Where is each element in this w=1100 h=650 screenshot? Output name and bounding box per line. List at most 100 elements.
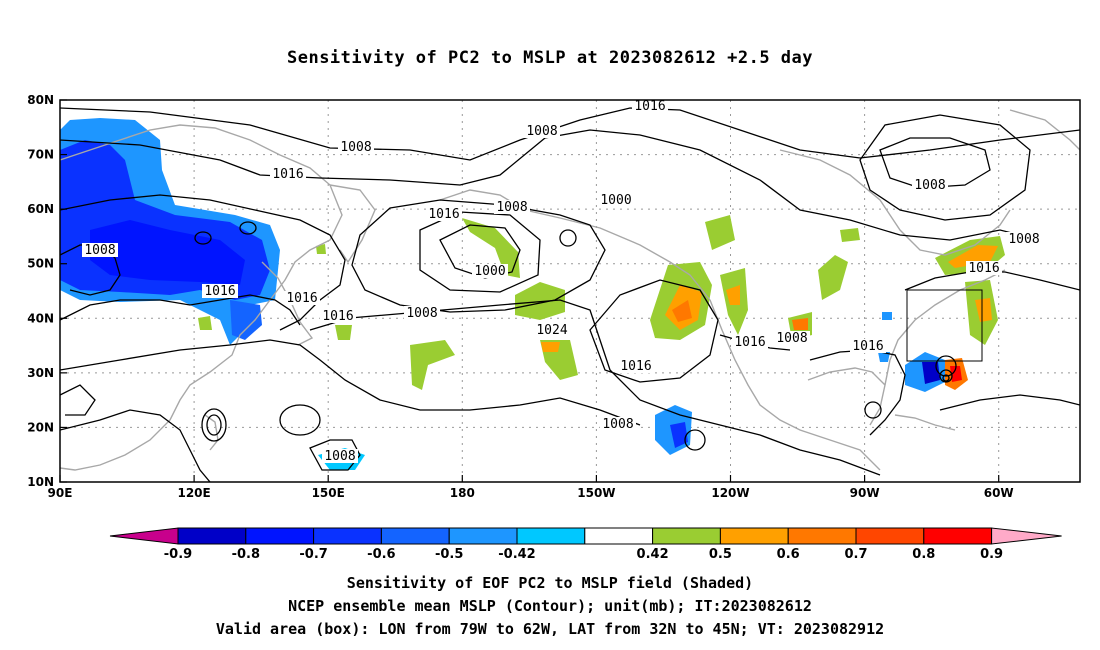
colorbar-swatch <box>313 527 382 545</box>
contour-label: 1008 <box>84 243 115 258</box>
contour-label-bg <box>426 207 462 221</box>
colorbar-label: 0.42 <box>637 547 669 562</box>
coast-gulf <box>807 367 886 426</box>
contour-label: 1016 <box>620 359 651 374</box>
shade-korea <box>198 316 212 330</box>
contour-1008-low-south <box>309 439 361 471</box>
contour-1008-labrador <box>859 114 1031 221</box>
contour-label: 1016 <box>286 291 317 306</box>
shade-atlantic-dipole-core <box>950 366 962 382</box>
contour-1000-bering <box>439 224 521 279</box>
colorbar-swatch <box>855 527 925 545</box>
contour-label-bg <box>850 339 886 353</box>
contour-label: 1000 <box>474 264 505 279</box>
lat-label: 60N <box>27 202 54 216</box>
shade-pacific-central <box>410 340 455 390</box>
contour-label: 1008 <box>406 306 437 321</box>
shade-nova-scotia-core <box>975 298 992 322</box>
coast-north-america <box>709 299 881 471</box>
contour-label-bg <box>338 140 374 154</box>
contour-philippines-low <box>201 408 227 442</box>
colorbar-swatch <box>923 527 993 545</box>
shade-hudson <box>840 228 860 242</box>
contour-label-bg <box>618 359 654 373</box>
contour-1008-west <box>60 294 301 326</box>
colorbar-label: -0.42 <box>498 547 535 562</box>
caption-shaded: Sensitivity of EOF PC2 to MSLP field (Sh… <box>346 574 754 592</box>
positive-sensitivity-shading <box>198 215 1005 390</box>
contour-vortex-ring3 <box>942 374 950 382</box>
contour-east-pacific-loop <box>684 429 706 451</box>
contour-label: 1008 <box>602 417 633 432</box>
lon-label: 90E <box>48 486 73 500</box>
colorbar-swatch <box>177 527 247 545</box>
colorbar-label: -0.9 <box>164 547 192 562</box>
contour-caribbean <box>939 394 1080 411</box>
contour-north-small <box>239 221 257 235</box>
contour-label: 1000 <box>600 193 631 208</box>
contour-1016-pacific-high <box>309 299 881 476</box>
contour-label: 1008 <box>496 200 527 215</box>
contour-label: 1016 <box>852 339 883 354</box>
colorbar-swatch <box>448 527 518 545</box>
contour-label: 1008 <box>914 178 945 193</box>
contour-label-bg <box>322 449 358 463</box>
contour-1000-labrador <box>879 137 991 189</box>
lon-label: 180 <box>450 486 475 500</box>
lon-label: 120W <box>711 486 749 500</box>
colorbar-label: -0.6 <box>367 547 395 562</box>
contour-label-bg <box>732 335 768 349</box>
contour-label: 1016 <box>968 261 999 276</box>
contour-west-small <box>194 231 212 245</box>
caption-valid-area: Valid area (box): LON from 79W to 62W, L… <box>215 620 885 638</box>
coastlines <box>60 109 1080 471</box>
contour-label: 1016 <box>428 207 459 222</box>
contour-label-bg <box>320 309 356 323</box>
coast-caribbean <box>894 414 956 431</box>
colorbar-label: 0.7 <box>844 547 867 562</box>
contour-label: 1008 <box>526 124 557 139</box>
lon-label: 150E <box>312 486 345 500</box>
contour-1024-high <box>589 279 719 383</box>
contour-label-bg <box>1006 232 1042 246</box>
lat-label: 80N <box>27 93 54 107</box>
valid-area-box <box>906 289 983 362</box>
coast-east-us <box>884 269 1006 386</box>
contour-pacific-south-loop <box>279 404 321 436</box>
colorbar-swatch <box>584 527 654 545</box>
shade-canada <box>818 255 848 300</box>
lon-label: 120E <box>177 486 210 500</box>
coast-greenland <box>1009 109 1080 151</box>
contour-bering-small <box>559 229 577 247</box>
lon-label: 150W <box>577 486 615 500</box>
colorbar-label: 0.6 <box>777 547 800 562</box>
coast-asia <box>60 124 343 471</box>
contour-label-bg <box>600 417 636 431</box>
plot-title: Sensitivity of PC2 to MSLP at 2023082612… <box>286 48 813 68</box>
caption-contour: NCEP ensemble mean MSLP (Contour); unit(… <box>288 597 812 615</box>
contour-1008-bering <box>419 211 541 293</box>
colorbar-label: 0.5 <box>709 547 732 562</box>
lat-label: 10N <box>27 475 54 489</box>
latitude-labels: 80N 70N 60N 50N 40N 30N 20N 10N <box>27 93 67 489</box>
contour-label-bg <box>912 178 948 192</box>
colorbar-label: -0.8 <box>232 547 260 562</box>
colorbar-left-arrow <box>109 527 179 545</box>
lat-label: 30N <box>27 366 54 380</box>
contour-gulf-loop <box>864 401 882 419</box>
contour-label-bg <box>494 200 530 214</box>
shade-us-interior-core <box>792 318 808 330</box>
contour-label: 1016 <box>734 335 765 350</box>
shade-bering-arc <box>462 218 520 278</box>
colorbar-swatch <box>652 527 721 545</box>
shade-bermuda-spot <box>882 312 892 320</box>
map-frame <box>59 99 1081 483</box>
contour-label-bg <box>598 193 634 207</box>
coast-kamchatka <box>329 184 376 264</box>
contour-label: 1016 <box>272 167 303 182</box>
lat-label: 70N <box>27 148 54 162</box>
longitude-labels: 90E 120E 150E 180 150W 120W 90W 60W <box>48 475 1014 500</box>
contour-label: 1008 <box>324 449 355 464</box>
contour-label: 1016 <box>322 309 353 324</box>
contour-label-bg <box>524 124 560 138</box>
